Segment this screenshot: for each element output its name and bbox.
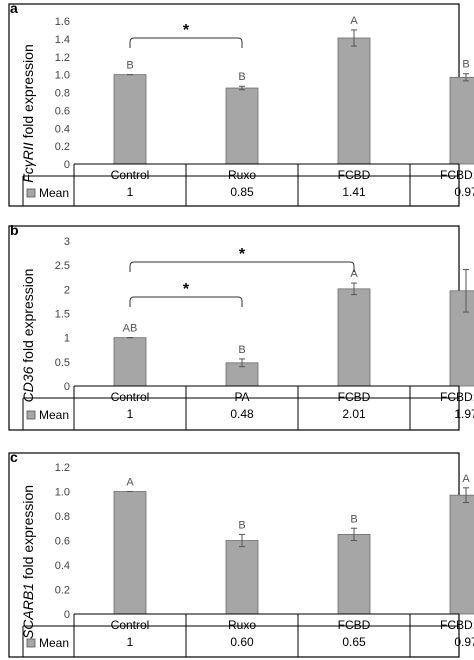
y-axis-label: SCARB1 fold expression bbox=[20, 485, 36, 639]
y-tick-label: 0.6 bbox=[55, 105, 70, 117]
y-tick-label: 0.4 bbox=[55, 560, 70, 572]
y-tick-label: 1.0 bbox=[55, 70, 70, 82]
y-tick-label: 0 bbox=[64, 381, 70, 393]
y-tick-label: 1.5 bbox=[55, 309, 70, 321]
y-tick-label: 3 bbox=[64, 236, 70, 248]
y-axis-label-gene: CD36 bbox=[20, 366, 36, 402]
table-value: 0.97 bbox=[454, 635, 474, 649]
table-value: 1 bbox=[127, 185, 134, 199]
significance-star: * bbox=[183, 281, 190, 298]
table-value: 1 bbox=[127, 407, 134, 421]
table-value: 0.97 bbox=[454, 185, 474, 199]
y-tick-label: 0.5 bbox=[55, 357, 70, 369]
y-tick-label: 0.8 bbox=[55, 88, 70, 100]
panel-label: c bbox=[10, 449, 18, 465]
significance-star: * bbox=[239, 246, 246, 263]
y-axis-label: CD36 fold expression bbox=[20, 269, 36, 403]
significance-bracket bbox=[129, 296, 243, 307]
legend-swatch bbox=[26, 410, 36, 420]
significance-letter: A bbox=[350, 268, 358, 280]
significance-letter: B bbox=[238, 519, 245, 531]
table-value: 0.48 bbox=[230, 407, 254, 421]
panel-b: b 0 0.5 1 1.5 2 2.5 3 CD36 fold expression AB B A * *… bbox=[8, 222, 474, 431]
category-label: Control bbox=[111, 618, 150, 632]
significance-letter: B bbox=[462, 59, 469, 71]
bar bbox=[337, 533, 371, 615]
bar bbox=[113, 74, 147, 165]
category-label: FCBD:std bbox=[440, 618, 474, 632]
y-tick-label: 0.4 bbox=[55, 123, 70, 135]
y-tick-label: 2 bbox=[64, 284, 70, 296]
table-value: 0.60 bbox=[230, 635, 254, 649]
legend-label-mean: Mean bbox=[39, 636, 69, 650]
bar bbox=[113, 337, 147, 387]
y-axis-label-gene: FcγRII bbox=[20, 142, 36, 183]
y-axis-label-rest: fold expression bbox=[20, 485, 36, 583]
y-tick-label: 1.6 bbox=[55, 16, 70, 28]
y-tick-label: 0.2 bbox=[55, 141, 70, 153]
bar bbox=[337, 288, 371, 387]
panel-label: b bbox=[10, 222, 19, 238]
legend-label-mean: Mean bbox=[39, 186, 69, 200]
significance-letter: A bbox=[126, 477, 134, 489]
category-label: Ruxo bbox=[228, 168, 256, 182]
significance-bracket bbox=[129, 261, 355, 272]
y-tick-label: 1 bbox=[64, 333, 70, 345]
y-tick-label: 0 bbox=[64, 159, 70, 171]
y-tick-label: 2.5 bbox=[55, 260, 70, 272]
y-tick-label: 1.2 bbox=[55, 462, 70, 474]
bar bbox=[449, 76, 474, 165]
category-label: FCBD bbox=[338, 168, 371, 182]
y-tick-label: 1.0 bbox=[55, 487, 70, 499]
category-label: PA bbox=[234, 390, 249, 404]
y-axis-label-rest: fold expression bbox=[20, 44, 36, 142]
panel-a: a 0 0.2 0.4 0.6 0.8 1.0 1.2 1.4 1.6 FcγRII fold ex… bbox=[8, 0, 474, 207]
y-axis-label: FcγRII fold expression bbox=[20, 44, 36, 183]
panel-c: c 0 0.2 0.4 0.6 0.8 1.0 1.2 SCARB1 fold expressi… bbox=[8, 449, 474, 658]
category-label: FCBD bbox=[338, 390, 371, 404]
table-value: 0.65 bbox=[342, 635, 366, 649]
y-tick-label: 1.2 bbox=[55, 52, 70, 64]
category-label: FCBD bbox=[338, 618, 371, 632]
bar bbox=[337, 37, 371, 165]
significance-letter: A bbox=[462, 473, 470, 485]
category-label: FCBD:std bbox=[440, 168, 474, 182]
significance-letter: B bbox=[238, 344, 245, 356]
category-label: FCBD:std bbox=[440, 390, 474, 404]
y-tick-label: 0 bbox=[64, 609, 70, 621]
category-label: Control bbox=[111, 168, 150, 182]
significance-star: * bbox=[183, 22, 190, 39]
y-tick-label: 0.2 bbox=[55, 585, 70, 597]
legend-swatch bbox=[26, 188, 36, 198]
y-tick-label: 0.6 bbox=[55, 536, 70, 548]
significance-letter: A bbox=[350, 15, 358, 27]
significance-letter: B bbox=[238, 71, 245, 83]
y-tick-label: 0.8 bbox=[55, 511, 70, 523]
significance-bracket bbox=[129, 37, 243, 48]
table-value: 0.85 bbox=[230, 185, 254, 199]
significance-letter: AB bbox=[123, 323, 138, 335]
bar bbox=[449, 494, 474, 615]
legend-label-mean: Mean bbox=[39, 408, 69, 422]
panel-label: a bbox=[10, 0, 18, 16]
bar bbox=[225, 87, 259, 165]
bar bbox=[449, 290, 474, 387]
y-axis-label-rest: fold expression bbox=[20, 269, 36, 367]
legend-swatch bbox=[26, 638, 36, 648]
category-label: Control bbox=[111, 390, 150, 404]
table-value: 1 bbox=[127, 635, 134, 649]
bar bbox=[225, 540, 259, 615]
significance-letter: B bbox=[126, 60, 133, 72]
y-tick-label: 1.4 bbox=[55, 34, 70, 46]
y-axis-label-gene: SCARB1 bbox=[20, 583, 36, 639]
table-value: 2.01 bbox=[342, 407, 366, 421]
significance-letter: B bbox=[350, 513, 357, 525]
category-label: Ruxo bbox=[228, 618, 256, 632]
bar bbox=[113, 491, 147, 615]
table-value: 1.97 bbox=[454, 407, 474, 421]
table-value: 1.41 bbox=[342, 185, 366, 199]
